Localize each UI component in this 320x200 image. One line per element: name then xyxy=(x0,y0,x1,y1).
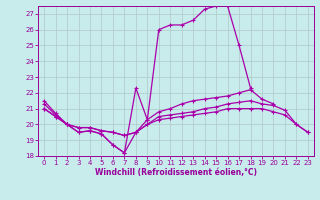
X-axis label: Windchill (Refroidissement éolien,°C): Windchill (Refroidissement éolien,°C) xyxy=(95,168,257,177)
